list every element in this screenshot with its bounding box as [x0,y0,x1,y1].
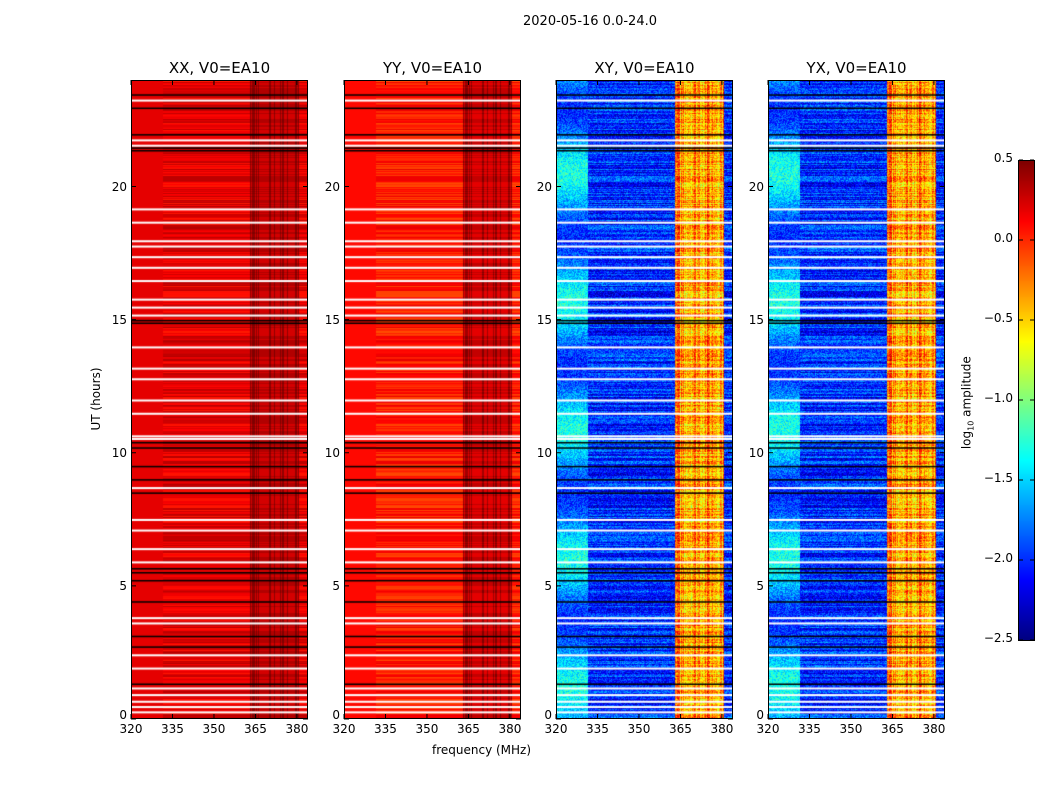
x-tick-label: 350 [627,722,651,736]
x-tick-label: 380 [922,722,946,736]
colorbar-label: log10 amplitude [959,356,976,450]
heatmap-yx [768,80,945,719]
y-tick-label: 20 [324,179,340,194]
x-tick-label: 335 [374,722,397,736]
x-tick-label: 350 [415,722,439,736]
colorbar-tick-label: −2.5 [983,631,1013,645]
y-tick-label: 15 [324,312,340,327]
x-axis-label: frequency (MHz) [432,743,532,757]
y-tick-label: 20 [536,179,552,194]
figure-title: 2020-05-16 0.0-24.0 [523,14,657,29]
y-tick-label: 10 [111,445,127,460]
y-tick-label: 0 [544,708,552,722]
x-tick-label: 335 [161,722,184,736]
x-tick-label: 320 [119,722,143,736]
heatmap-xy [556,80,733,719]
x-tick-label: 365 [669,722,692,736]
heatmap-yy [344,80,521,719]
panel-title-xx: XX, V0=EA10 [168,59,271,77]
x-tick-label: 365 [881,722,904,736]
x-tick-label: 350 [202,722,226,736]
panel-title-yy: YY, V0=EA10 [382,59,483,77]
panel-title-yx: YX, V0=EA10 [806,59,907,77]
x-tick-label: 365 [244,722,267,736]
colorbar-tick-label: −1.0 [983,391,1013,405]
colorbar-tick-label: −2.0 [983,551,1013,565]
x-tick-label: 380 [285,722,309,736]
y-tick-label: 5 [332,578,340,593]
y-tick-label: 20 [748,179,764,194]
colorbar-tick-label: −0.5 [983,311,1013,325]
x-tick-label: 350 [839,722,863,736]
colorbar [1018,160,1035,641]
y-tick-label: 5 [544,578,552,593]
heatmap-xx [131,80,308,719]
colorbar-tick-label: 0.0 [993,231,1013,245]
x-tick-label: 335 [798,722,821,736]
panel-title-xy: XY, V0=EA10 [594,59,695,77]
y-tick-label: 20 [111,179,127,194]
y-tick-label: 15 [111,312,127,327]
x-tick-label: 365 [457,722,480,736]
x-tick-label: 320 [332,722,356,736]
x-tick-label: 380 [498,722,522,736]
y-tick-label: 5 [756,578,764,593]
y-tick-label: 15 [536,312,552,327]
y-tick-label: 10 [324,445,340,460]
y-tick-label: 5 [119,578,127,593]
y-tick-label: 0 [332,708,340,722]
colorbar-tick-label: −1.5 [983,471,1013,485]
y-tick-label: 10 [748,445,764,460]
y-axis-label: UT (hours) [89,367,103,431]
colorbar-tick-label: 0.5 [993,151,1013,165]
y-tick-label: 0 [756,708,764,722]
x-tick-label: 380 [710,722,734,736]
y-tick-label: 15 [748,312,764,327]
x-tick-label: 320 [544,722,568,736]
y-tick-label: 0 [119,708,127,722]
x-tick-label: 335 [586,722,609,736]
y-tick-label: 10 [536,445,552,460]
x-tick-label: 320 [756,722,780,736]
